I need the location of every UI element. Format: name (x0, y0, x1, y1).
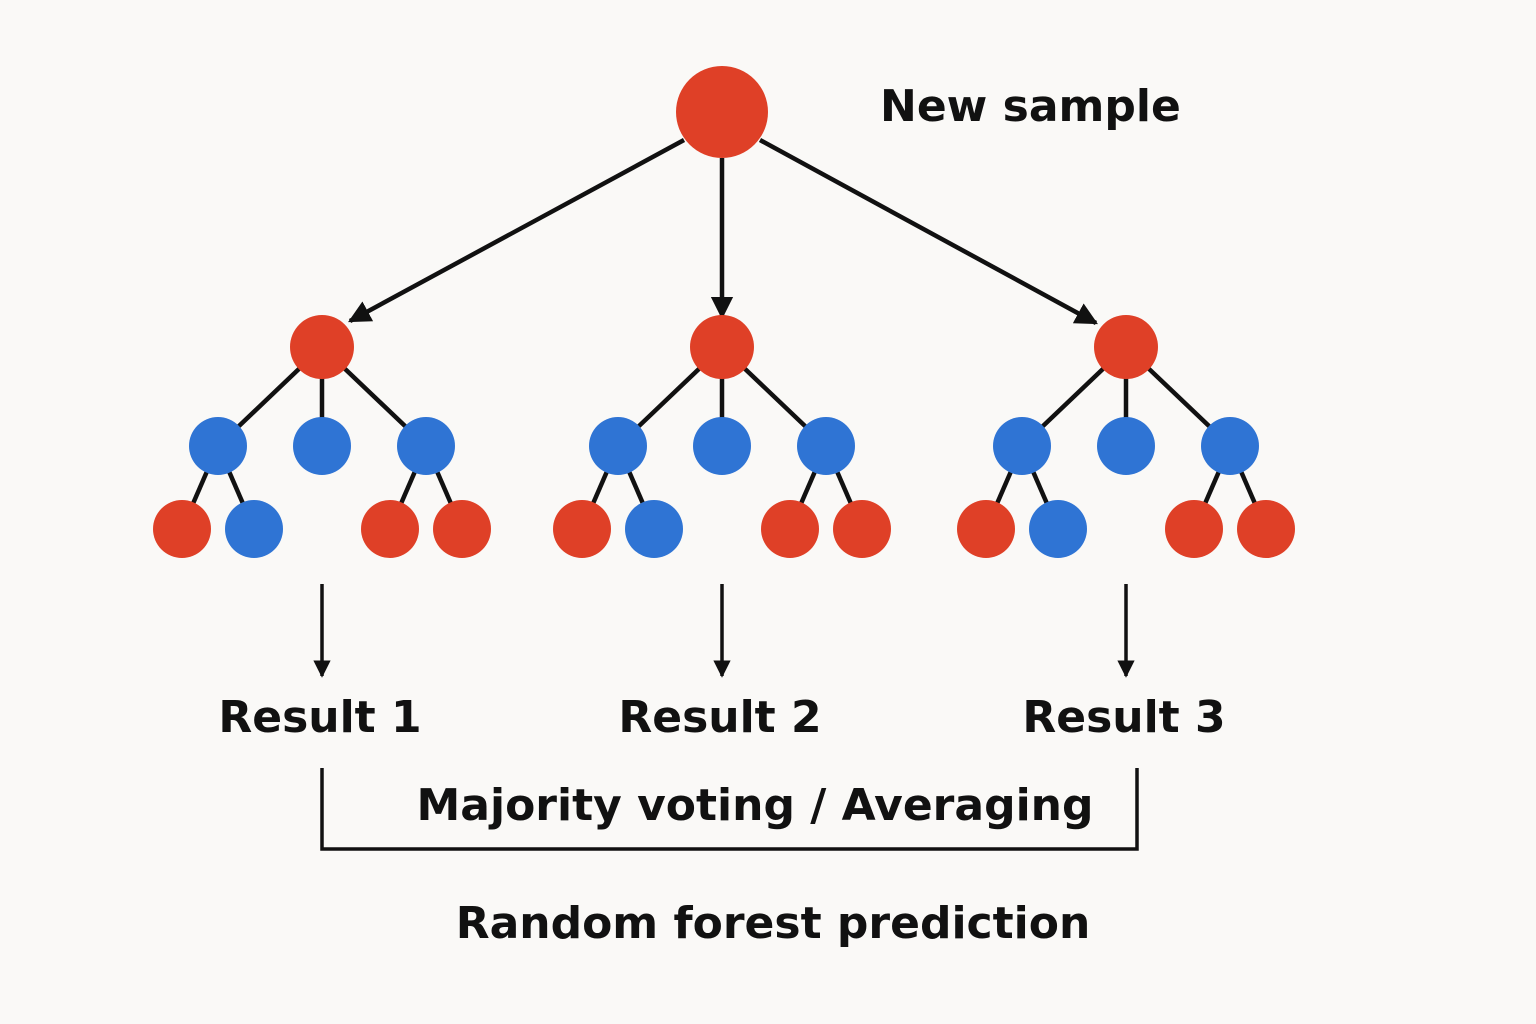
result-label: Result 1 (218, 692, 421, 743)
result-label: Result 2 (618, 692, 821, 743)
tree-3: Result 3 (957, 315, 1295, 743)
tree-leaf-node (1029, 500, 1087, 558)
tree-leaf-node (1237, 500, 1295, 558)
new-sample-node (676, 66, 768, 158)
tree-leaf-node (553, 500, 611, 558)
tree-internal-node (293, 417, 351, 475)
tree-leaf-node (833, 500, 891, 558)
aggregation-bracket (320, 768, 1139, 851)
tree-internal-node (993, 417, 1051, 475)
aggregation-label: Majority voting / Averaging (417, 780, 1094, 831)
tree-leaf-node (625, 500, 683, 558)
tree-internal-node (589, 417, 647, 475)
tree-leaf-node (361, 500, 419, 558)
tree-root-node (690, 315, 754, 379)
new-sample-label: New sample (880, 81, 1181, 132)
tree-internal-node (1097, 417, 1155, 475)
sample-group: New sample (348, 66, 1181, 325)
tree-leaf-node (761, 500, 819, 558)
tree-internal-node (797, 417, 855, 475)
tree-leaf-node (153, 500, 211, 558)
result-label: Result 3 (1022, 692, 1225, 743)
tree-root-node (290, 315, 354, 379)
tree-leaf-node (433, 500, 491, 558)
sample-to-tree-1-arrow (348, 138, 686, 323)
sample-to-tree-3-arrow (758, 138, 1098, 325)
trees-group: Result 1 Result 2 Result 3 (153, 315, 1295, 743)
tree-leaf-node (1165, 500, 1223, 558)
aggregation-group: Majority voting / Averaging (320, 768, 1139, 851)
tree-1: Result 1 (153, 315, 491, 743)
tree-internal-node (397, 417, 455, 475)
tree-leaf-node (957, 500, 1015, 558)
tree-internal-node (1201, 417, 1259, 475)
tree-internal-node (693, 417, 751, 475)
tree-root-node (1094, 315, 1158, 379)
tree-leaf-node (225, 500, 283, 558)
tree-2: Result 2 (553, 315, 891, 743)
tree-internal-node (189, 417, 247, 475)
output-label: Random forest prediction (456, 898, 1091, 949)
